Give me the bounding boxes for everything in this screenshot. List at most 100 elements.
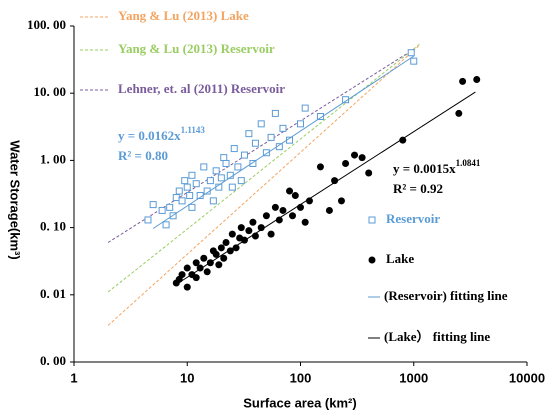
point (234, 163, 242, 171)
point (222, 159, 230, 167)
point (209, 197, 217, 205)
point (222, 239, 230, 247)
annotation-text: y = 0.0162x (118, 128, 181, 143)
reference-line (107, 45, 419, 326)
annotation-superscript: 1.0841 (456, 158, 481, 168)
point (217, 244, 225, 252)
point (399, 136, 407, 144)
y-tick-label: 0. 10 (40, 219, 66, 234)
point (162, 221, 170, 229)
point (183, 264, 191, 272)
point (192, 274, 200, 282)
point (217, 174, 225, 182)
point (267, 230, 275, 238)
fit-line (152, 55, 415, 229)
x-tick-label: 1000 (399, 370, 428, 385)
y-tick-label: 0. 00 (40, 353, 66, 368)
legend-label: (Reservoir) fitting line (384, 288, 508, 303)
point (358, 154, 366, 162)
point (232, 244, 240, 252)
point (226, 247, 234, 255)
point (186, 192, 194, 200)
point (249, 218, 257, 226)
point (200, 254, 208, 262)
point (279, 124, 287, 132)
point (331, 177, 339, 185)
point (245, 227, 253, 235)
point (291, 192, 299, 200)
point (237, 177, 245, 185)
legend-label: (Lake） fitting line (384, 329, 490, 344)
legend-label: Lake (386, 251, 414, 266)
annotation: y = 0.0162x1.1143 (118, 125, 205, 143)
point (181, 177, 189, 185)
point (275, 216, 283, 224)
point (172, 194, 180, 202)
point (183, 283, 191, 291)
legend-swatch (368, 216, 376, 224)
point (203, 268, 211, 276)
x-tick-label: 1 (70, 370, 77, 385)
point (212, 250, 220, 258)
point (342, 159, 350, 167)
point (271, 109, 279, 117)
point (178, 271, 186, 279)
point (228, 230, 236, 238)
point (410, 57, 418, 65)
point (175, 187, 183, 195)
annotation: R² = 0.80 (118, 148, 168, 163)
y-tick-label: 0. 01 (40, 286, 66, 301)
y-axis-label: Water Storage(km³) (8, 140, 23, 259)
annotation-text: R² = 0.92 (393, 181, 443, 196)
point (305, 197, 313, 205)
x-tick-label: 100 (290, 370, 312, 385)
point (279, 206, 287, 214)
point (337, 197, 345, 205)
fit-line (176, 91, 476, 285)
point (316, 113, 324, 121)
x-axis-label: Surface area (km²) (243, 395, 356, 410)
point (365, 169, 373, 177)
point (267, 133, 275, 141)
annotation-superscript: 1.1143 (181, 125, 206, 135)
point (407, 49, 415, 57)
point (297, 120, 304, 128)
y-tick-label: 10. 00 (34, 84, 67, 99)
point (301, 104, 309, 112)
point (183, 183, 191, 191)
point (301, 218, 309, 226)
point (249, 159, 257, 167)
point (289, 212, 297, 220)
point (192, 180, 200, 188)
point (178, 197, 186, 205)
point (166, 203, 174, 211)
point (228, 183, 236, 191)
point (459, 77, 467, 85)
annotation: R² = 0.92 (393, 181, 443, 196)
point (158, 206, 166, 214)
point (351, 151, 359, 159)
legend-label: Lehner, et. al (2011) Reservoir (118, 81, 285, 96)
point (237, 224, 245, 232)
annotation: y = 0.0015x1.0841 (393, 158, 481, 176)
point (215, 261, 223, 269)
annotation-text: R² = 0.80 (118, 148, 168, 163)
point (262, 212, 270, 220)
y-tick-label: 1. 00 (40, 151, 66, 166)
x-tick-label: 10000 (509, 370, 545, 385)
point (257, 224, 265, 232)
point (240, 151, 248, 159)
point (212, 167, 220, 175)
legend-label: Yang & Lu (2013) Lake (118, 8, 249, 23)
reference-line (107, 48, 415, 243)
reference-line (107, 43, 421, 293)
point (192, 259, 200, 267)
legend-label: Yang & Lu (2013) Reservoir (118, 41, 275, 56)
legend-swatch (368, 256, 376, 264)
point (144, 216, 152, 224)
point (262, 149, 270, 157)
point (271, 203, 279, 211)
point (257, 120, 265, 128)
point (316, 163, 324, 171)
